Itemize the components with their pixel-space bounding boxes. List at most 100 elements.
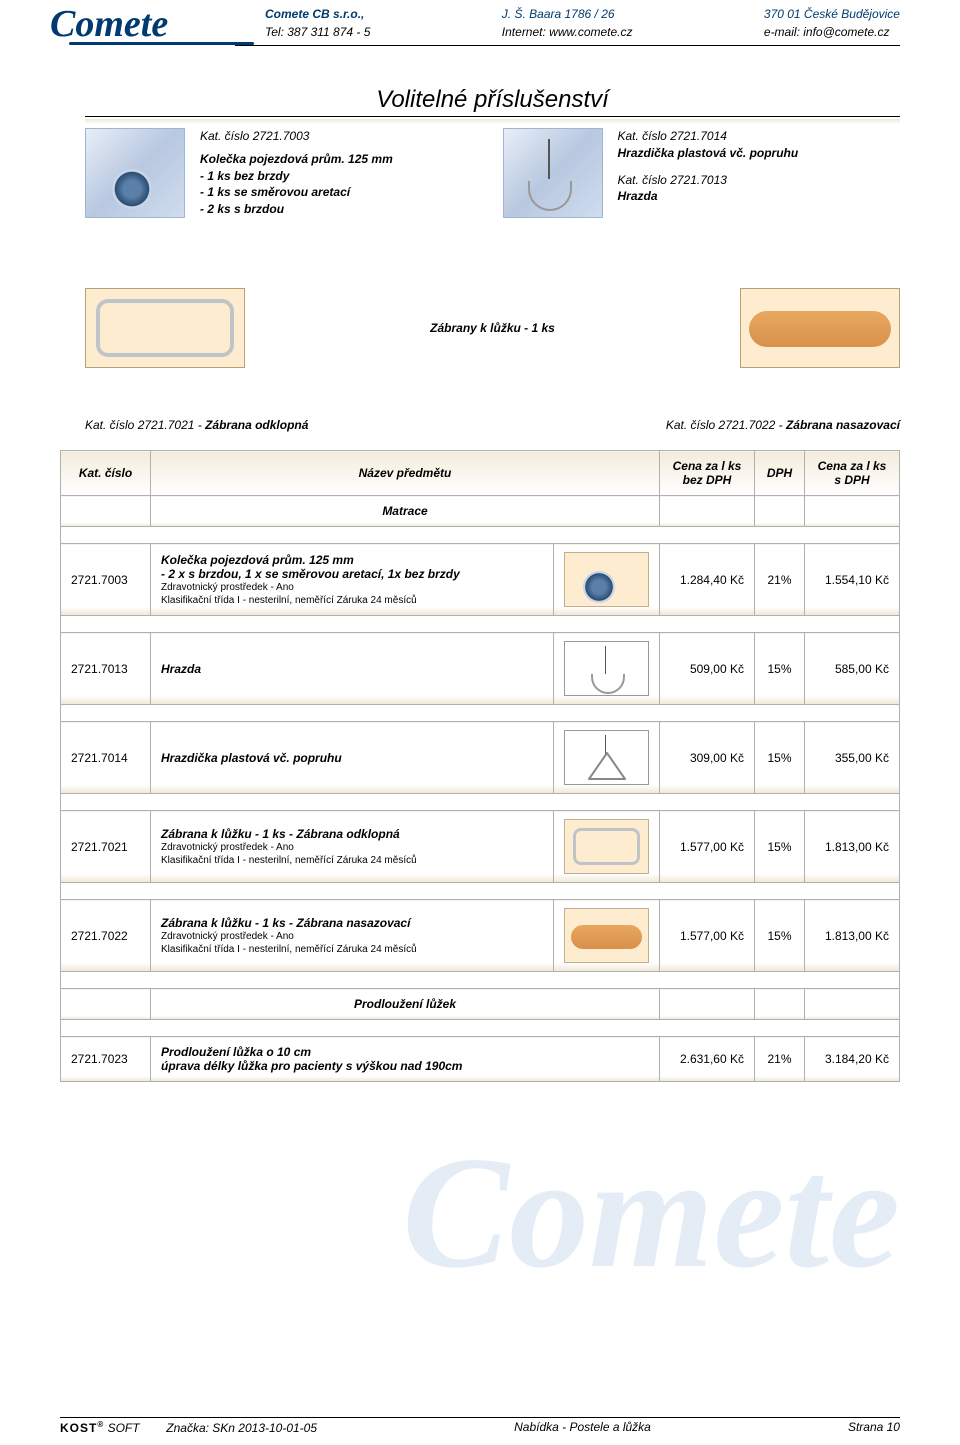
page-footer: KOST® SOFT Značka: SKn 2013-10-01-05 Nab… xyxy=(0,1411,960,1435)
acc1-b3: - 2 ks s brzdou xyxy=(200,201,393,218)
barrier-cap-1: Kat. číslo 2721.7021 - Zábrana odklopná xyxy=(85,418,308,432)
barriers-row: Zábrany k lůžku - 1 ks xyxy=(85,288,900,368)
table-row: 2721.7022 Zábrana k lůžku - 1 ks - Zábra… xyxy=(61,900,900,972)
cell-kat: 2721.7013 xyxy=(61,633,151,705)
cell-p2: 355,00 Kč xyxy=(805,722,900,794)
sub2-empty3 xyxy=(755,989,805,1020)
row-sub: úprava délky lůžka pro pacienty s výškou… xyxy=(161,1059,649,1073)
cell-desc: Zábrana k lůžku - 1 ks - Zábrana odklopn… xyxy=(151,811,554,883)
cell-kat: 2721.7022 xyxy=(61,900,151,972)
row-title: Kolečka pojezdová prům. 125 mm xyxy=(161,553,543,567)
row-meta1: Zdravotnický prostředek - Ano xyxy=(161,841,543,854)
cell-desc: Prodloužení lůžka o 10 cm úprava délky l… xyxy=(151,1037,660,1082)
cell-dph: 21% xyxy=(755,1037,805,1082)
cell-p1: 309,00 Kč xyxy=(660,722,755,794)
barrier-cap1-cat: Kat. číslo 2721.7021 - xyxy=(85,418,205,432)
cell-dph: 21% xyxy=(755,544,805,616)
cell-p1: 1.577,00 Kč xyxy=(660,900,755,972)
sub1-label: Matrace xyxy=(151,496,660,527)
company-tel: Tel: 387 311 874 - 5 xyxy=(265,23,370,41)
accessory-1-text: Kat. číslo 2721.7003 Kolečka pojezdová p… xyxy=(200,128,393,218)
cell-desc: Kolečka pojezdová prům. 125 mm - 2 x s b… xyxy=(151,544,554,616)
acc1-b1: - 1 ks bez brzdy xyxy=(200,168,393,185)
barriers-label: Zábrany k lůžku - 1 ks xyxy=(430,321,555,335)
cell-p2: 1.813,00 Kč xyxy=(805,811,900,883)
row-title: Hrazdička plastová vč. popruhu xyxy=(161,751,543,765)
section-title: Volitelné příslušenství xyxy=(85,86,900,116)
table-row: 2721.7013 Hrazda 509,00 Kč 15% 585,00 Kč xyxy=(61,633,900,705)
cell-dph: 15% xyxy=(755,633,805,705)
accessories-row: Kat. číslo 2721.7003 Kolečka pojezdová p… xyxy=(85,128,900,218)
header-col-address: J. Š. Baara 1786 / 26 Internet: www.come… xyxy=(502,5,633,41)
acc1-name: Kolečka pojezdová prům. 125 mm xyxy=(200,151,393,168)
cell-p1: 509,00 Kč xyxy=(660,633,755,705)
acc2-name2: Hrazda xyxy=(618,188,799,205)
barrier-cap2-cat: Kat. číslo 2721.7022 - xyxy=(666,418,786,432)
cell-desc: Zábrana k lůžku - 1 ks - Zábrana nasazov… xyxy=(151,900,554,972)
barrier-metal-image xyxy=(85,288,245,368)
company-street: J. Š. Baara 1786 / 26 xyxy=(502,5,633,23)
cell-thumb xyxy=(554,722,660,794)
subheader-prodlouzeni: Prodloužení lůžek xyxy=(61,989,900,1020)
accessory-1: Kat. číslo 2721.7003 Kolečka pojezdová p… xyxy=(85,128,483,218)
watermark: Comete xyxy=(402,1120,900,1305)
section-shade xyxy=(85,119,900,124)
cell-kat: 2721.7023 xyxy=(61,1037,151,1082)
cell-desc: Hrazdička plastová vč. popruhu xyxy=(151,722,554,794)
th-price1: Cena za l ks bez DPH xyxy=(660,451,755,496)
hook-image xyxy=(503,128,603,218)
row-title: Prodloužení lůžka o 10 cm xyxy=(161,1045,649,1059)
table-row: 2721.7003 Kolečka pojezdová prům. 125 mm… xyxy=(61,544,900,616)
cell-thumb xyxy=(554,633,660,705)
footer-left: KOST® SOFT Značka: SKn 2013-10-01-05 xyxy=(60,1420,317,1435)
acc2-cat2: Kat. číslo 2721.7013 xyxy=(618,172,799,189)
barrier-cap2-name: Zábrana nasazovací xyxy=(786,418,900,432)
header-rule xyxy=(235,45,900,46)
accessory-2-text: Kat. číslo 2721.7014 Hrazdička plastová … xyxy=(618,128,799,205)
footer-mark: Značka: SKn 2013-10-01-05 xyxy=(166,1421,317,1435)
header-columns: Comete CB s.r.o., Tel: 387 311 874 - 5 J… xyxy=(265,5,900,41)
acc1-b2: - 1 ks se směrovou aretací xyxy=(200,184,393,201)
company-city: 370 01 České Budějovice xyxy=(764,5,900,23)
cell-p2: 585,00 Kč xyxy=(805,633,900,705)
sub1-empty1 xyxy=(61,496,151,527)
cell-p2: 1.554,10 Kč xyxy=(805,544,900,616)
page: Comete Comete CB s.r.o., Tel: 387 311 87… xyxy=(0,0,960,1445)
acc2-name1: Hrazdička plastová vč. popruhu xyxy=(618,145,799,162)
th-price2: Cena za l ks s DPH xyxy=(805,451,900,496)
row-meta2: Klasifikační třída I - nesterilní, neměř… xyxy=(161,594,543,607)
acc1-cat: Kat. číslo 2721.7003 xyxy=(200,128,393,145)
mini-rail-image xyxy=(564,819,649,874)
cell-thumb xyxy=(554,544,660,616)
footer-soft: SOFT xyxy=(104,1421,143,1435)
footer-rule xyxy=(60,1417,900,1418)
row-title: Zábrana k lůžku - 1 ks - Zábrana odklopn… xyxy=(161,827,543,841)
row-meta2: Klasifikační třída I - nesterilní, neměř… xyxy=(161,854,543,867)
cell-dph: 15% xyxy=(755,811,805,883)
mini-triangle-image xyxy=(564,730,649,785)
company-web: Internet: www.comete.cz xyxy=(502,23,633,41)
subheader-matrace: Matrace xyxy=(61,496,900,527)
header-col-city: 370 01 České Budějovice e-mail: info@com… xyxy=(764,5,900,41)
triangle-icon xyxy=(587,751,627,781)
cell-p2: 1.813,00 Kč xyxy=(805,900,900,972)
row-meta1: Zdravotnický prostředek - Ano xyxy=(161,581,543,594)
sub1-empty4 xyxy=(805,496,900,527)
th-p1a: Cena za l ks xyxy=(673,459,742,473)
sub2-label: Prodloužení lůžek xyxy=(151,989,660,1020)
row-title: Hrazda xyxy=(161,662,543,676)
kost-logo: KOST® xyxy=(60,1421,104,1435)
cell-desc: Hrazda xyxy=(151,633,554,705)
page-header: Comete Comete CB s.r.o., Tel: 387 311 87… xyxy=(0,0,960,43)
row-sub: - 2 x s brzdou, 1 x se směrovou aretací,… xyxy=(161,567,543,581)
cell-p1: 1.284,40 Kč xyxy=(660,544,755,616)
section-rule xyxy=(85,116,900,117)
wheel-image xyxy=(85,128,185,218)
mini-wood-image xyxy=(564,908,649,963)
mini-wheel-image xyxy=(564,552,649,607)
cell-dph: 15% xyxy=(755,900,805,972)
cell-p1: 2.631,60 Kč xyxy=(660,1037,755,1082)
company-email: e-mail: info@comete.cz xyxy=(764,23,900,41)
footer-mid: Nabídka - Postele a lůžka xyxy=(514,1420,651,1435)
cell-thumb xyxy=(554,900,660,972)
